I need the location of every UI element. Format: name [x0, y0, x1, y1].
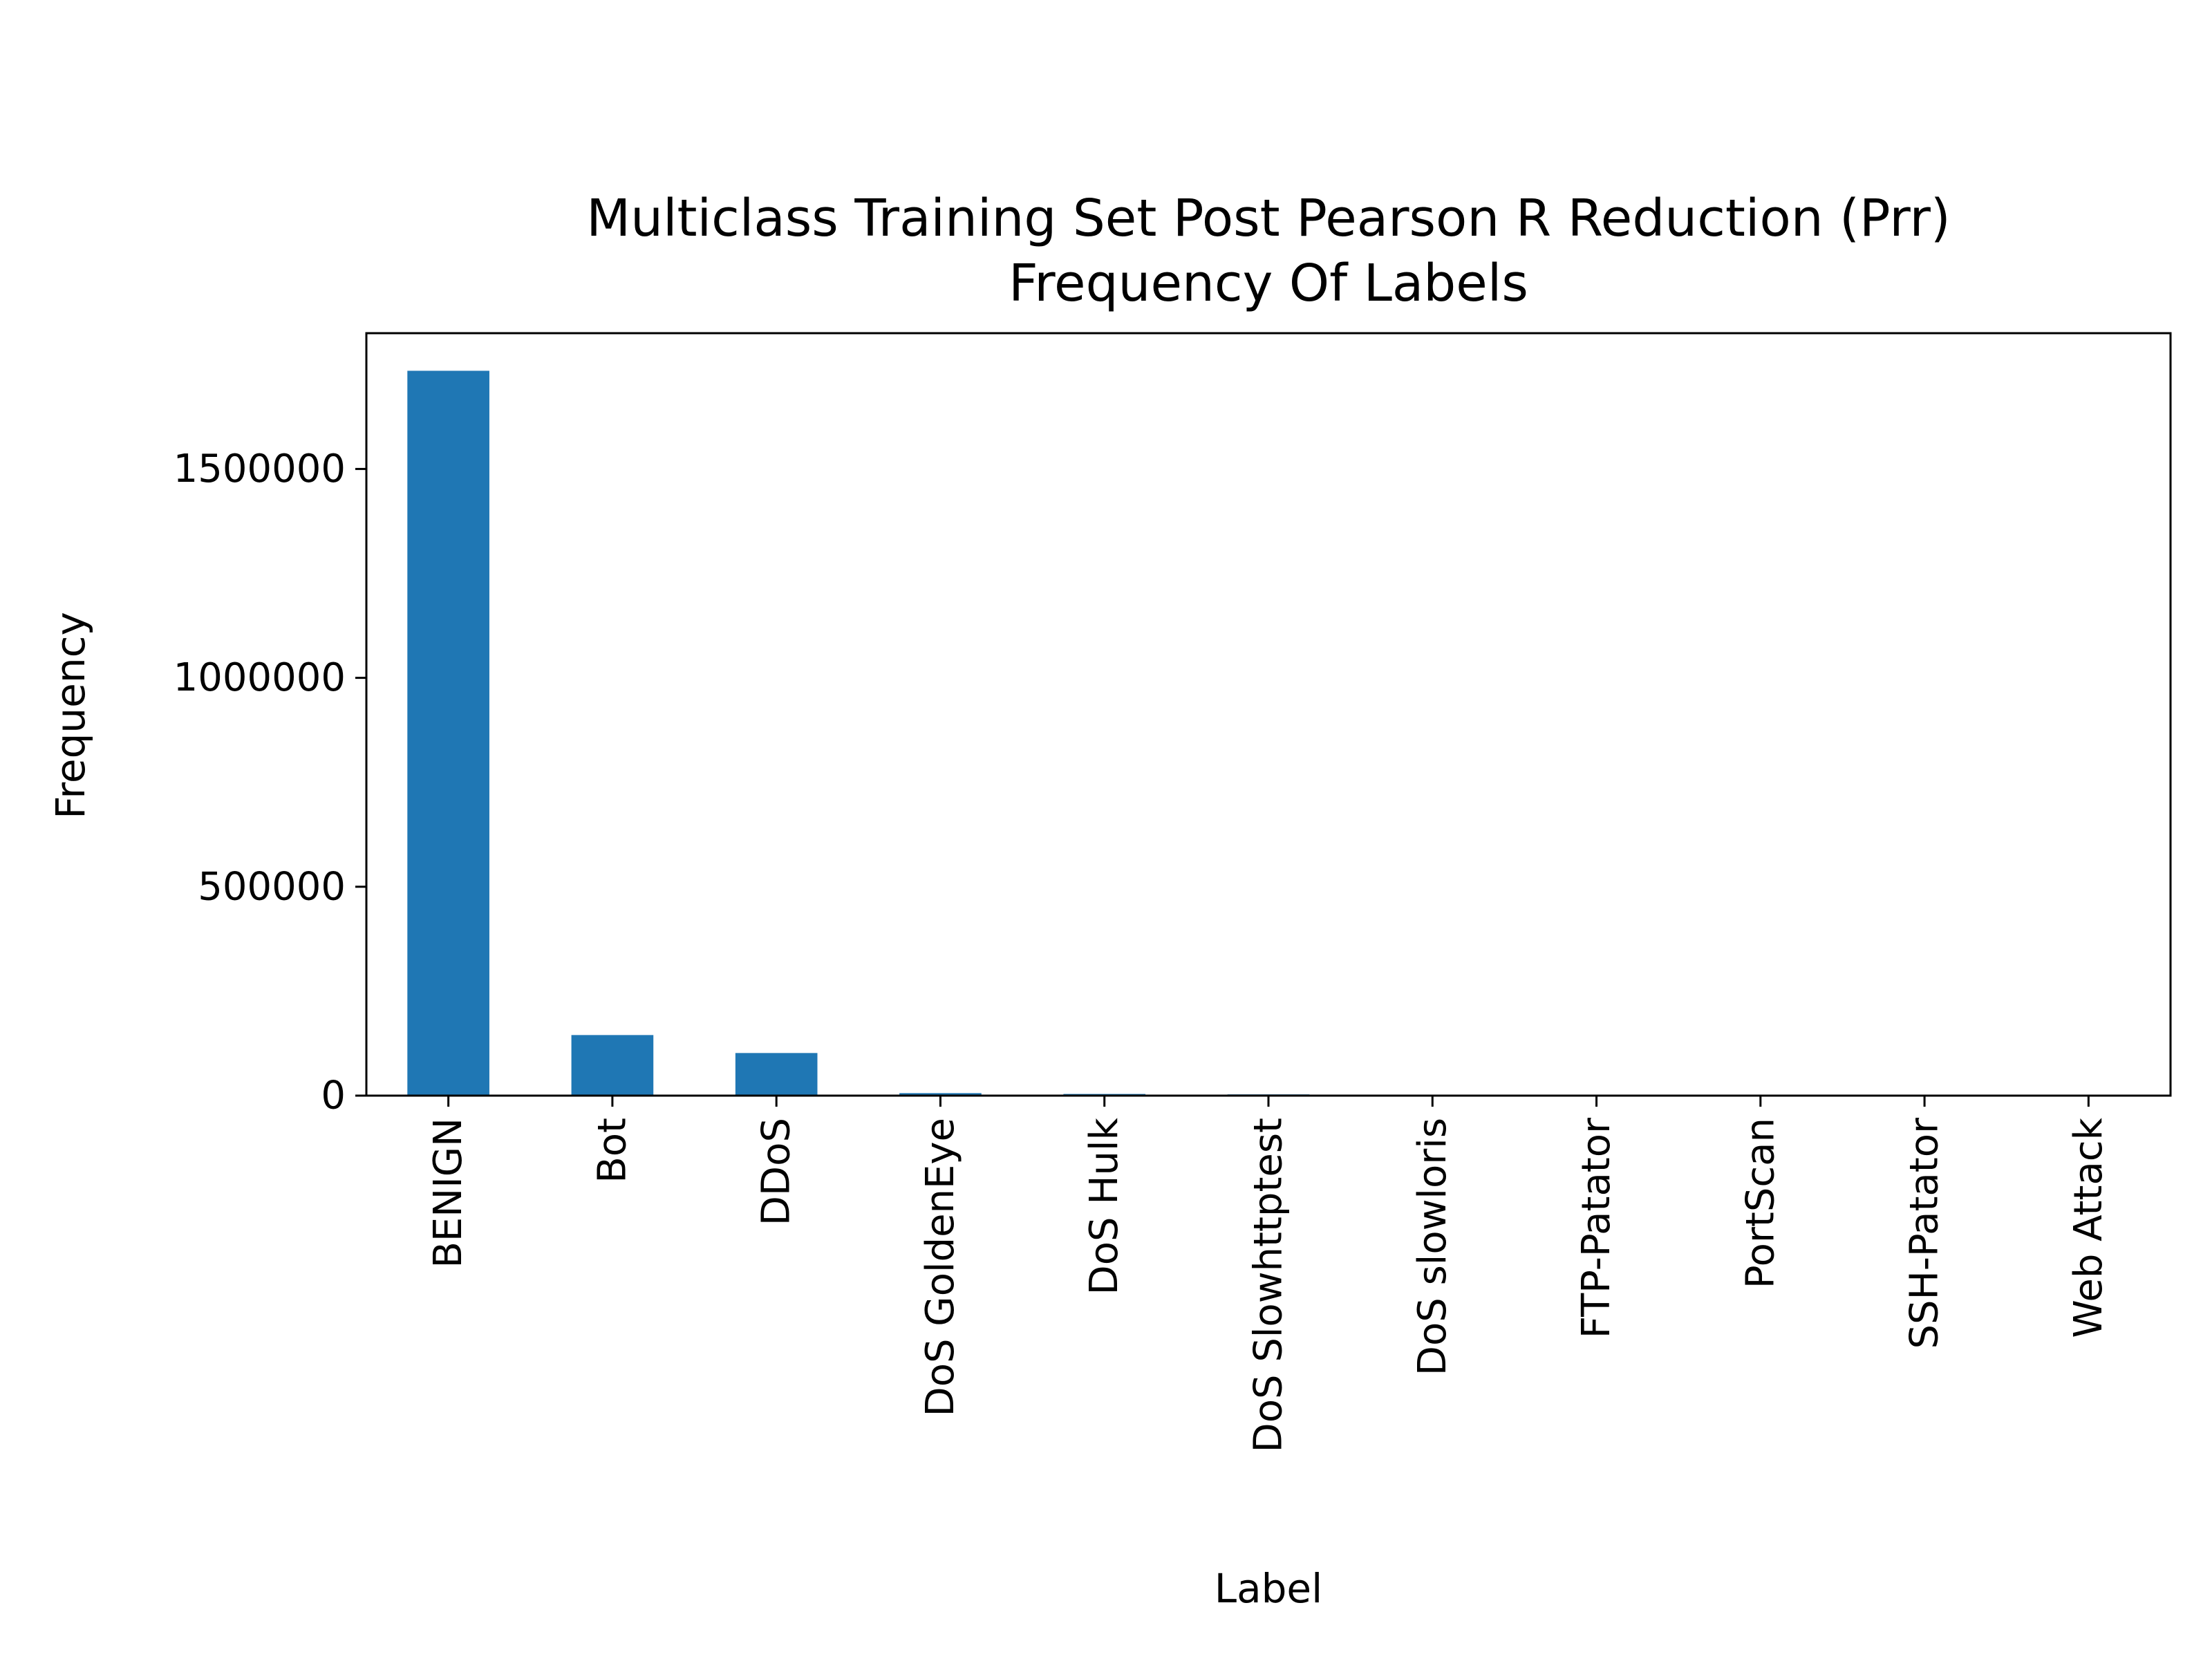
y-axis-ticks: 0 500000 1000000 1500000	[174, 447, 366, 1118]
x-axis-label: Label	[1215, 1565, 1322, 1612]
x-tick-label-ssh-patator: SSH-Patator	[1902, 1117, 1947, 1349]
x-tick-label-dos-slowloris: DoS slowloris	[1410, 1118, 1455, 1376]
bar-ddos	[735, 1053, 818, 1096]
x-tick-label-dos-slowhttptest: DoS Slowhttptest	[1246, 1118, 1291, 1452]
y-tick-label: 1000000	[174, 655, 346, 700]
x-tick-label-web-attack: Web Attack	[2066, 1117, 2111, 1338]
y-tick-label: 500000	[198, 864, 346, 909]
bar-bot	[571, 1035, 654, 1096]
x-tick-label-dos-hulk: DoS Hulk	[1082, 1117, 1127, 1295]
y-tick-label: 1500000	[174, 447, 346, 491]
chart-title: Multiclass Training Set Post Pearson R R…	[586, 189, 1951, 313]
y-axis-label: Frequency	[47, 612, 94, 819]
x-tick-label-benign: BENIGN	[426, 1118, 471, 1268]
x-axis-ticks: BENIGN Bot DDoS DoS GoldenEye DoS Hulk DoS Sl…	[426, 1096, 2111, 1452]
bars-group	[407, 371, 2130, 1096]
x-tick-label-portscan: PortScan	[1738, 1118, 1783, 1288]
chart-title-line-1: Multiclass Training Set Post Pearson R R…	[586, 189, 1951, 248]
bar-dos-goldeneye	[899, 1093, 982, 1096]
bar-benign	[407, 371, 489, 1096]
x-tick-label-ddos: DDoS	[754, 1118, 799, 1226]
chart-title-line-2: Frequency Of Labels	[1009, 254, 1528, 313]
x-tick-label-ftp-patator: FTP-Patator	[1574, 1117, 1619, 1338]
y-tick-label: 0	[321, 1074, 346, 1118]
x-tick-label-dos-goldeneye: DoS GoldenEye	[918, 1118, 963, 1416]
x-tick-label-bot: Bot	[590, 1118, 635, 1183]
plot-frame	[365, 332, 2172, 1097]
